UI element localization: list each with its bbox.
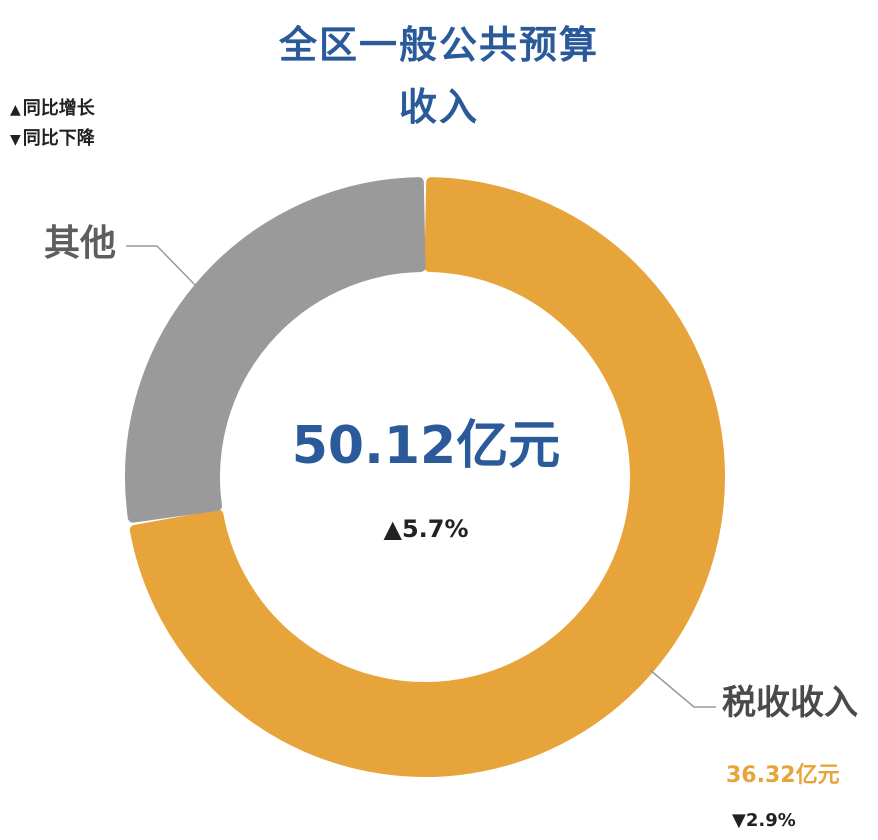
donut-slice-tax [129, 177, 725, 777]
down-triangle-icon: ▼ [10, 132, 21, 148]
slice-label-other: 其他 [44, 223, 117, 264]
chart-title-line1: 全区一般公共预算 [278, 23, 599, 67]
leader-line-other [126, 245, 199, 289]
legend-increase-label: 同比增长 [22, 98, 95, 119]
slice-value-tax: 36.32亿元 [726, 763, 840, 788]
legend-decrease-label: 同比下降 [22, 128, 95, 149]
up-triangle-icon: ▲ [10, 102, 21, 118]
slice-label-tax: 税收收入 [722, 683, 858, 723]
total-value: 50.12亿元 [291, 416, 561, 476]
slice-change-tax: ▼2.9% [732, 810, 796, 831]
legend-decrease: ▼ 同比下降 [10, 130, 95, 152]
leader-line-tax [649, 669, 716, 708]
total-change: ▲5.7% [383, 515, 469, 543]
chart-title-line2: 收入 [398, 85, 479, 129]
legend-increase: ▲ 同比增长 [10, 100, 95, 122]
change-legend: ▲ 同比增长 ▼ 同比下降 [10, 100, 95, 160]
donut-slice-other [125, 177, 426, 523]
